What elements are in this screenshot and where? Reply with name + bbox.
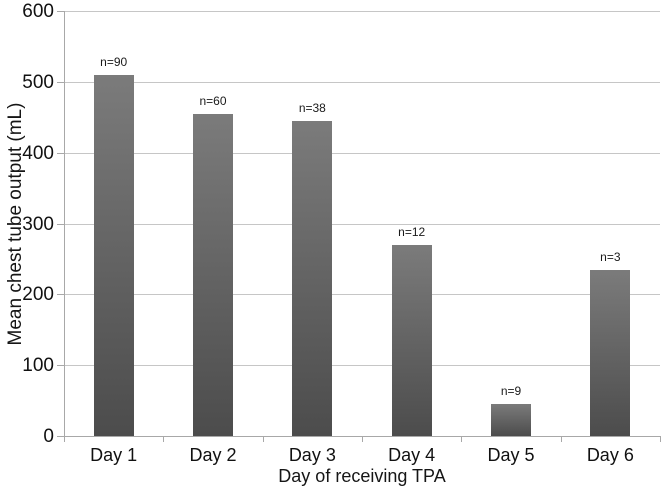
x-tick-mark — [263, 436, 264, 442]
x-tick-label: Day 3 — [288, 445, 336, 465]
x-tick-label: Day 4 — [388, 445, 436, 465]
y-tick-mark — [57, 365, 64, 366]
x-tick-mark — [461, 436, 462, 442]
bar-count-label: n=9 — [500, 384, 522, 398]
bar-count-label: n=60 — [199, 94, 227, 108]
y-tick-label: 400 — [22, 143, 54, 164]
y-tick-label: 0 — [43, 426, 54, 447]
bar — [392, 245, 432, 436]
bar — [491, 404, 531, 436]
bar-count-label: n=3 — [600, 250, 621, 264]
y-tick-label: 500 — [22, 72, 54, 93]
y-tick-label: 600 — [22, 1, 54, 22]
x-tick-label: Day 2 — [189, 445, 237, 465]
gridline — [64, 82, 660, 83]
gridline — [64, 365, 660, 366]
y-tick-mark — [57, 11, 64, 12]
y-tick-mark — [57, 294, 64, 295]
bar-count-label: n=12 — [398, 225, 426, 239]
y-tick-label: 100 — [22, 355, 54, 376]
gridline — [64, 11, 660, 12]
x-tick-label: Day 6 — [586, 445, 634, 465]
gridline — [64, 224, 660, 225]
x-axis-line — [58, 436, 660, 437]
bar — [193, 114, 233, 436]
x-tick-mark — [660, 436, 661, 442]
bar-count-label: n=90 — [100, 55, 128, 69]
x-tick-mark — [163, 436, 164, 442]
x-axis-title: Day of receiving TPA — [278, 466, 446, 486]
y-tick-mark — [57, 82, 64, 83]
y-tick-label: 200 — [22, 284, 54, 305]
bar — [94, 75, 134, 436]
y-tick-mark — [57, 153, 64, 154]
x-tick-label: Day 5 — [487, 445, 535, 465]
x-tick-mark — [362, 436, 363, 442]
gridline — [64, 153, 660, 154]
y-tick-mark — [57, 224, 64, 225]
y-tick-label: 300 — [22, 214, 54, 235]
x-tick-label: Day 1 — [90, 445, 138, 465]
bar-count-label: n=38 — [298, 101, 326, 115]
x-tick-mark — [561, 436, 562, 442]
y-axis-line — [64, 11, 65, 442]
bar — [292, 121, 332, 436]
bar — [590, 270, 630, 436]
gridline — [64, 294, 660, 295]
